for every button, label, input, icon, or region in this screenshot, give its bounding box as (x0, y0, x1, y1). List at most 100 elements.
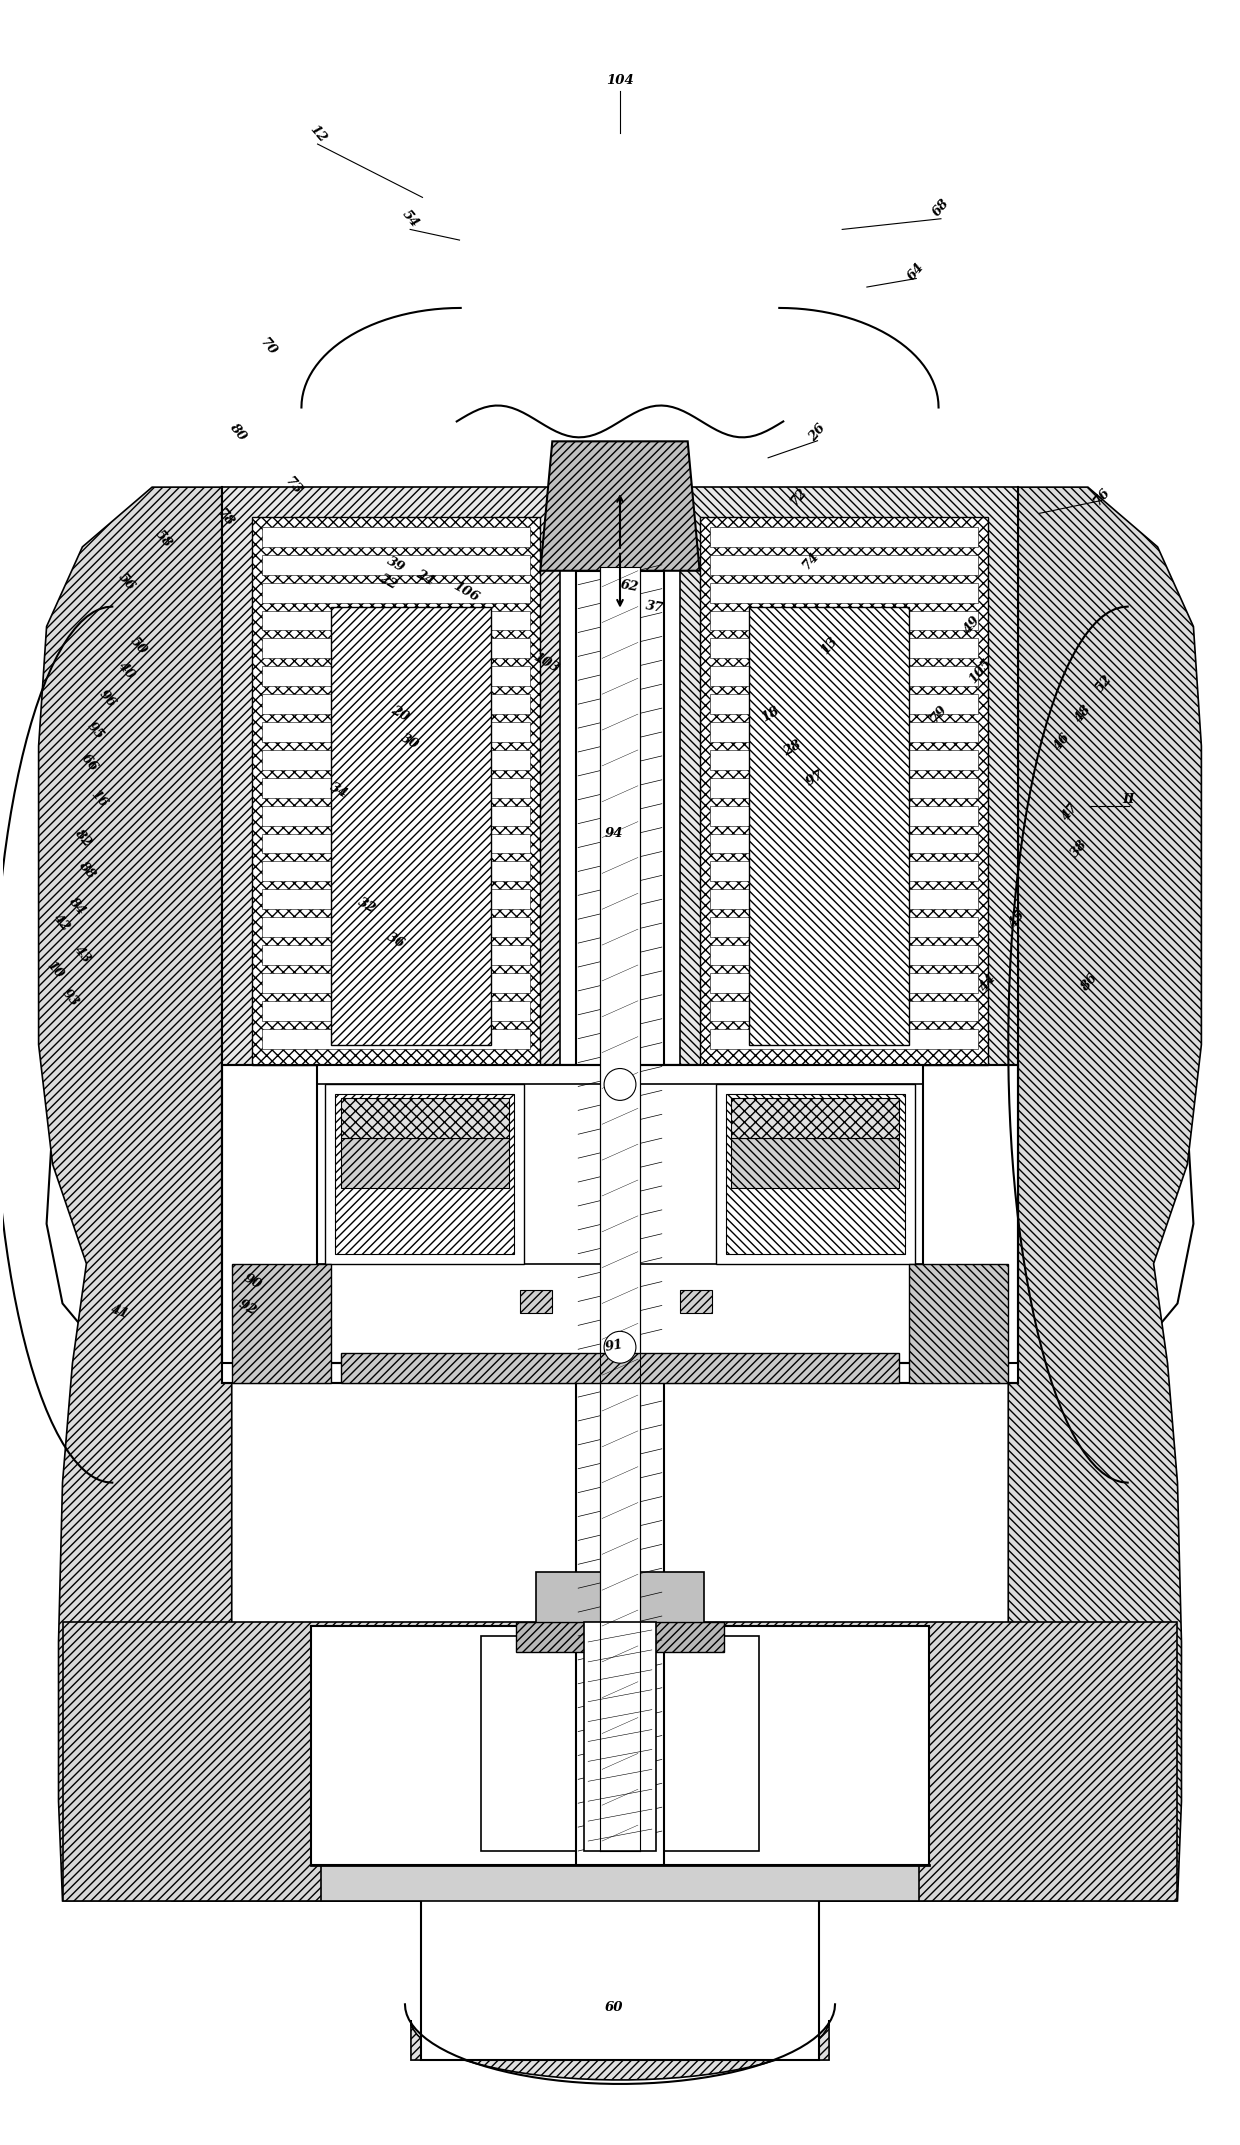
Text: 28: 28 (781, 738, 804, 759)
Bar (262, 667, 531, 686)
Bar (537, 1572, 703, 1632)
Bar (600, 566, 640, 1851)
Polygon shape (47, 547, 1193, 1900)
Bar (709, 751, 978, 770)
Text: 20: 20 (389, 704, 412, 725)
Bar (481, 1637, 759, 1851)
Text: 88: 88 (76, 858, 98, 882)
Text: 104: 104 (606, 73, 634, 86)
Bar (709, 667, 978, 686)
Bar (521, 1289, 552, 1313)
Bar (709, 890, 978, 909)
Bar (262, 751, 531, 770)
Text: 90: 90 (241, 1272, 263, 1291)
Text: 94: 94 (605, 828, 622, 841)
Bar (317, 1064, 923, 1364)
Bar (709, 611, 978, 631)
Bar (709, 974, 978, 993)
Bar (232, 1263, 331, 1384)
Circle shape (604, 1332, 636, 1364)
Text: 58: 58 (153, 528, 174, 549)
Text: 44: 44 (977, 972, 998, 993)
Polygon shape (331, 607, 491, 1045)
Text: 84: 84 (66, 894, 88, 918)
Polygon shape (725, 1094, 905, 1253)
Bar (341, 1139, 508, 1188)
Bar (262, 695, 531, 714)
Text: 32: 32 (356, 897, 378, 916)
Text: 45: 45 (1007, 907, 1028, 931)
Text: 34: 34 (327, 781, 350, 800)
Bar (699, 517, 988, 1064)
Bar (252, 517, 541, 1064)
Polygon shape (1008, 487, 1202, 1900)
Text: 22: 22 (377, 571, 399, 592)
Text: 95: 95 (84, 721, 107, 742)
Bar (262, 779, 531, 798)
Text: 106: 106 (450, 579, 481, 605)
Text: 39: 39 (384, 553, 407, 575)
Text: 80: 80 (227, 420, 248, 444)
Bar (709, 528, 978, 547)
Bar (715, 1085, 915, 1263)
Bar (709, 779, 978, 798)
Text: II: II (1122, 794, 1135, 807)
Bar (909, 1263, 1008, 1384)
Bar (709, 583, 978, 603)
Bar (709, 918, 978, 937)
Text: 40: 40 (115, 661, 138, 682)
Text: 70: 70 (257, 335, 279, 358)
Text: 46: 46 (1052, 731, 1073, 753)
Bar (577, 571, 663, 1864)
Bar (262, 1002, 531, 1021)
Bar (709, 723, 978, 742)
Text: 91: 91 (604, 1338, 624, 1353)
Text: 103: 103 (531, 650, 562, 676)
Bar (262, 611, 531, 631)
Text: 92: 92 (236, 1298, 258, 1317)
Text: 60: 60 (605, 2001, 622, 2014)
Polygon shape (749, 607, 909, 1045)
Bar (341, 1353, 899, 1384)
Text: 42: 42 (51, 912, 73, 935)
Text: 78: 78 (215, 506, 236, 530)
Polygon shape (222, 487, 560, 1085)
Text: 66: 66 (78, 751, 100, 774)
Text: 54: 54 (399, 208, 422, 230)
Bar (262, 583, 531, 603)
Bar (262, 807, 531, 826)
Text: 38: 38 (1069, 837, 1090, 860)
Text: 26: 26 (806, 420, 828, 444)
Text: 74: 74 (800, 549, 822, 571)
Circle shape (604, 1068, 636, 1100)
Bar (262, 946, 531, 965)
Text: 47: 47 (1060, 800, 1081, 824)
Bar (732, 1139, 899, 1188)
Bar (584, 1622, 656, 1851)
Text: 41: 41 (109, 1302, 131, 1321)
Text: 18: 18 (759, 704, 782, 725)
Text: 50: 50 (128, 635, 150, 656)
Text: 16: 16 (88, 787, 110, 811)
Polygon shape (420, 1890, 820, 2059)
Text: 13: 13 (818, 635, 841, 656)
Bar (709, 862, 978, 882)
Bar (325, 1085, 525, 1263)
Bar (262, 723, 531, 742)
Bar (262, 834, 531, 854)
Bar (709, 946, 978, 965)
Bar (709, 1002, 978, 1021)
Bar (321, 1864, 919, 1900)
Polygon shape (541, 442, 699, 571)
Bar (709, 639, 978, 659)
Text: 12: 12 (306, 122, 329, 144)
Bar (709, 807, 978, 826)
Text: 48: 48 (1073, 704, 1094, 725)
Text: 82: 82 (72, 826, 94, 849)
Text: 73: 73 (281, 474, 304, 498)
Bar (222, 1064, 1018, 1384)
Text: 52: 52 (1092, 674, 1115, 695)
Bar (262, 1030, 531, 1049)
Bar (262, 974, 531, 993)
Text: 68: 68 (930, 197, 952, 219)
